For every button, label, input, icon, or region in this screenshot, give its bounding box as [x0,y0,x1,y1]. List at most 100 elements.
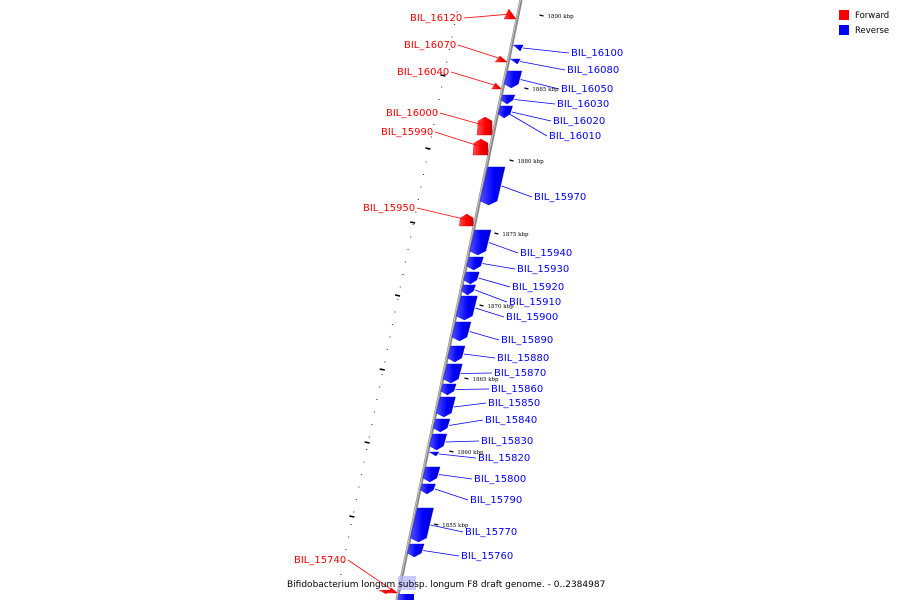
gene-bil-15790[interactable]: BIL_15790 [420,484,522,506]
kbp-tick [494,233,498,234]
gene-leader-line [440,113,487,126]
gene-glyph[interactable] [464,272,479,284]
gene-bil-15860[interactable]: BIL_15860 [441,384,543,395]
gene-glyph[interactable] [423,467,440,482]
gene-leader-line [446,441,479,442]
gene-glyph[interactable] [473,139,488,155]
kbp-tick [434,524,438,525]
gene-label[interactable]: BIL_15840 [485,415,537,426]
gene-leader-line [514,100,555,105]
major-tick [365,442,370,443]
gene-bil-15850[interactable]: BIL_15850 [436,397,540,417]
kbp-tick [449,451,453,452]
gene-bil-16040[interactable]: BIL_16040 [397,67,502,89]
kbp-tick [480,305,484,306]
gene-label[interactable]: BIL_15820 [478,453,530,464]
gene-label[interactable]: BIL_15890 [501,335,553,346]
gene-label[interactable]: BIL_15870 [494,368,546,379]
scale-ticks [338,12,458,587]
major-tick [425,148,430,149]
gene-leader-line [461,373,492,374]
gene-bil-15930[interactable]: BIL_15930 [467,257,570,275]
gene-label[interactable]: BIL_16040 [397,67,449,78]
gene-label[interactable]: BIL_15740 [294,555,346,566]
gene-bil-15890[interactable]: BIL_15890 [452,322,553,346]
gene-bil-15830[interactable]: BIL_15830 [429,434,533,450]
gene-label[interactable]: BIL_15910 [509,297,561,308]
gene-glyph[interactable] [429,452,439,456]
gene-label[interactable]: BIL_16080 [567,65,619,76]
gene-bil-16120[interactable]: BIL_16120 [410,9,516,24]
gene-leader-line [509,114,547,136]
gene-label[interactable]: BIL_16030 [557,99,609,110]
major-tick [410,222,415,223]
gene-label[interactable]: BIL_16020 [553,116,605,127]
gene-leader-line [439,475,472,480]
gene-bil-15880[interactable]: BIL_15880 [448,346,550,364]
gene-label[interactable]: BIL_16100 [571,48,623,59]
gene-label[interactable]: BIL_15790 [470,495,522,506]
major-tick [380,369,385,370]
gene-glyph[interactable] [501,95,515,104]
kbp-label: 1855 kbp [442,523,469,529]
gene-label[interactable]: BIL_15950 [363,203,415,214]
kbp-tick [464,378,468,379]
gene-label[interactable]: BIL_15970 [534,192,586,203]
kbp-label: 1865 kbp [472,377,499,383]
gene-glyph[interactable] [448,346,465,362]
gene-label[interactable]: BIL_15770 [465,527,517,538]
gene-label[interactable]: BIL_15880 [497,353,549,364]
gene-glyph[interactable] [510,59,520,64]
gene-glyph[interactable] [429,434,446,450]
gene-bil-16030[interactable]: BIL_16030 [501,95,609,110]
gene-bil-15970[interactable]: BIL_15970 [480,167,586,205]
gene-glyph[interactable] [420,484,435,494]
legend: Forward Reverse [839,10,889,36]
gene-label[interactable]: BIL_16070 [404,40,456,51]
gene-label[interactable]: BIL_15800 [474,474,526,485]
gene-leader-line [455,389,489,390]
gene-bil-16100[interactable]: BIL_16100 [513,45,623,59]
gene-label[interactable]: BIL_16010 [549,131,601,142]
gene-bil-15990[interactable]: BIL_15990 [381,127,488,155]
gene-glyph[interactable] [462,285,476,295]
gene-bil-15800[interactable]: BIL_15800 [423,467,526,485]
gene-label[interactable]: BIL_16000 [386,108,438,119]
gene-label[interactable]: BIL_15760 [461,551,513,562]
gene-leader-line [483,264,515,270]
gene-glyph[interactable] [504,71,522,88]
gene-bil-15760[interactable]: BIL_15760 [407,544,513,562]
gene-label[interactable]: BIL_16050 [561,84,613,95]
gene-label[interactable]: BIL_15830 [481,436,533,447]
gene-label[interactable]: BIL_15920 [512,282,564,293]
gene-leader-line [475,290,507,302]
gene-label[interactable]: BIL_15930 [517,264,569,275]
gene-glyph[interactable] [477,117,492,135]
gene-leader-line [469,332,499,341]
gene-label[interactable]: BIL_16120 [410,13,462,24]
gene-glyph[interactable] [513,45,523,51]
kbp-label: 1870 kbp [488,304,515,310]
gene-label[interactable]: BIL_15850 [488,398,540,409]
gene-label[interactable]: BIL_15940 [520,248,572,259]
kbp-label: 1860 kbp [457,450,484,456]
gene-glyph[interactable] [433,419,450,432]
gene-leader-line [451,72,497,86]
gene-leader-line [479,278,510,287]
gene-bil-15950[interactable]: BIL_15950 [363,203,473,226]
gene-leader-line [449,420,483,426]
gene-bil-15840[interactable]: BIL_15840 [433,415,537,432]
gene-glyph[interactable] [407,544,424,557]
gene-bil-16070[interactable]: BIL_16070 [404,40,507,62]
gene-bil-15920[interactable]: BIL_15920 [464,272,564,293]
gene-leader-line [464,354,495,358]
gene-leader-line [417,208,468,220]
gene-glyph[interactable] [467,257,484,270]
gene-leader-line [520,62,565,71]
gene-bil-16080[interactable]: BIL_16080 [510,59,619,76]
gene-leader-line [489,243,518,254]
gene-label[interactable]: BIL_15990 [381,127,433,138]
gene-label[interactable]: BIL_15900 [506,312,558,323]
gene-label[interactable]: BIL_15860 [491,384,543,395]
gene-glyph[interactable] [441,384,456,395]
